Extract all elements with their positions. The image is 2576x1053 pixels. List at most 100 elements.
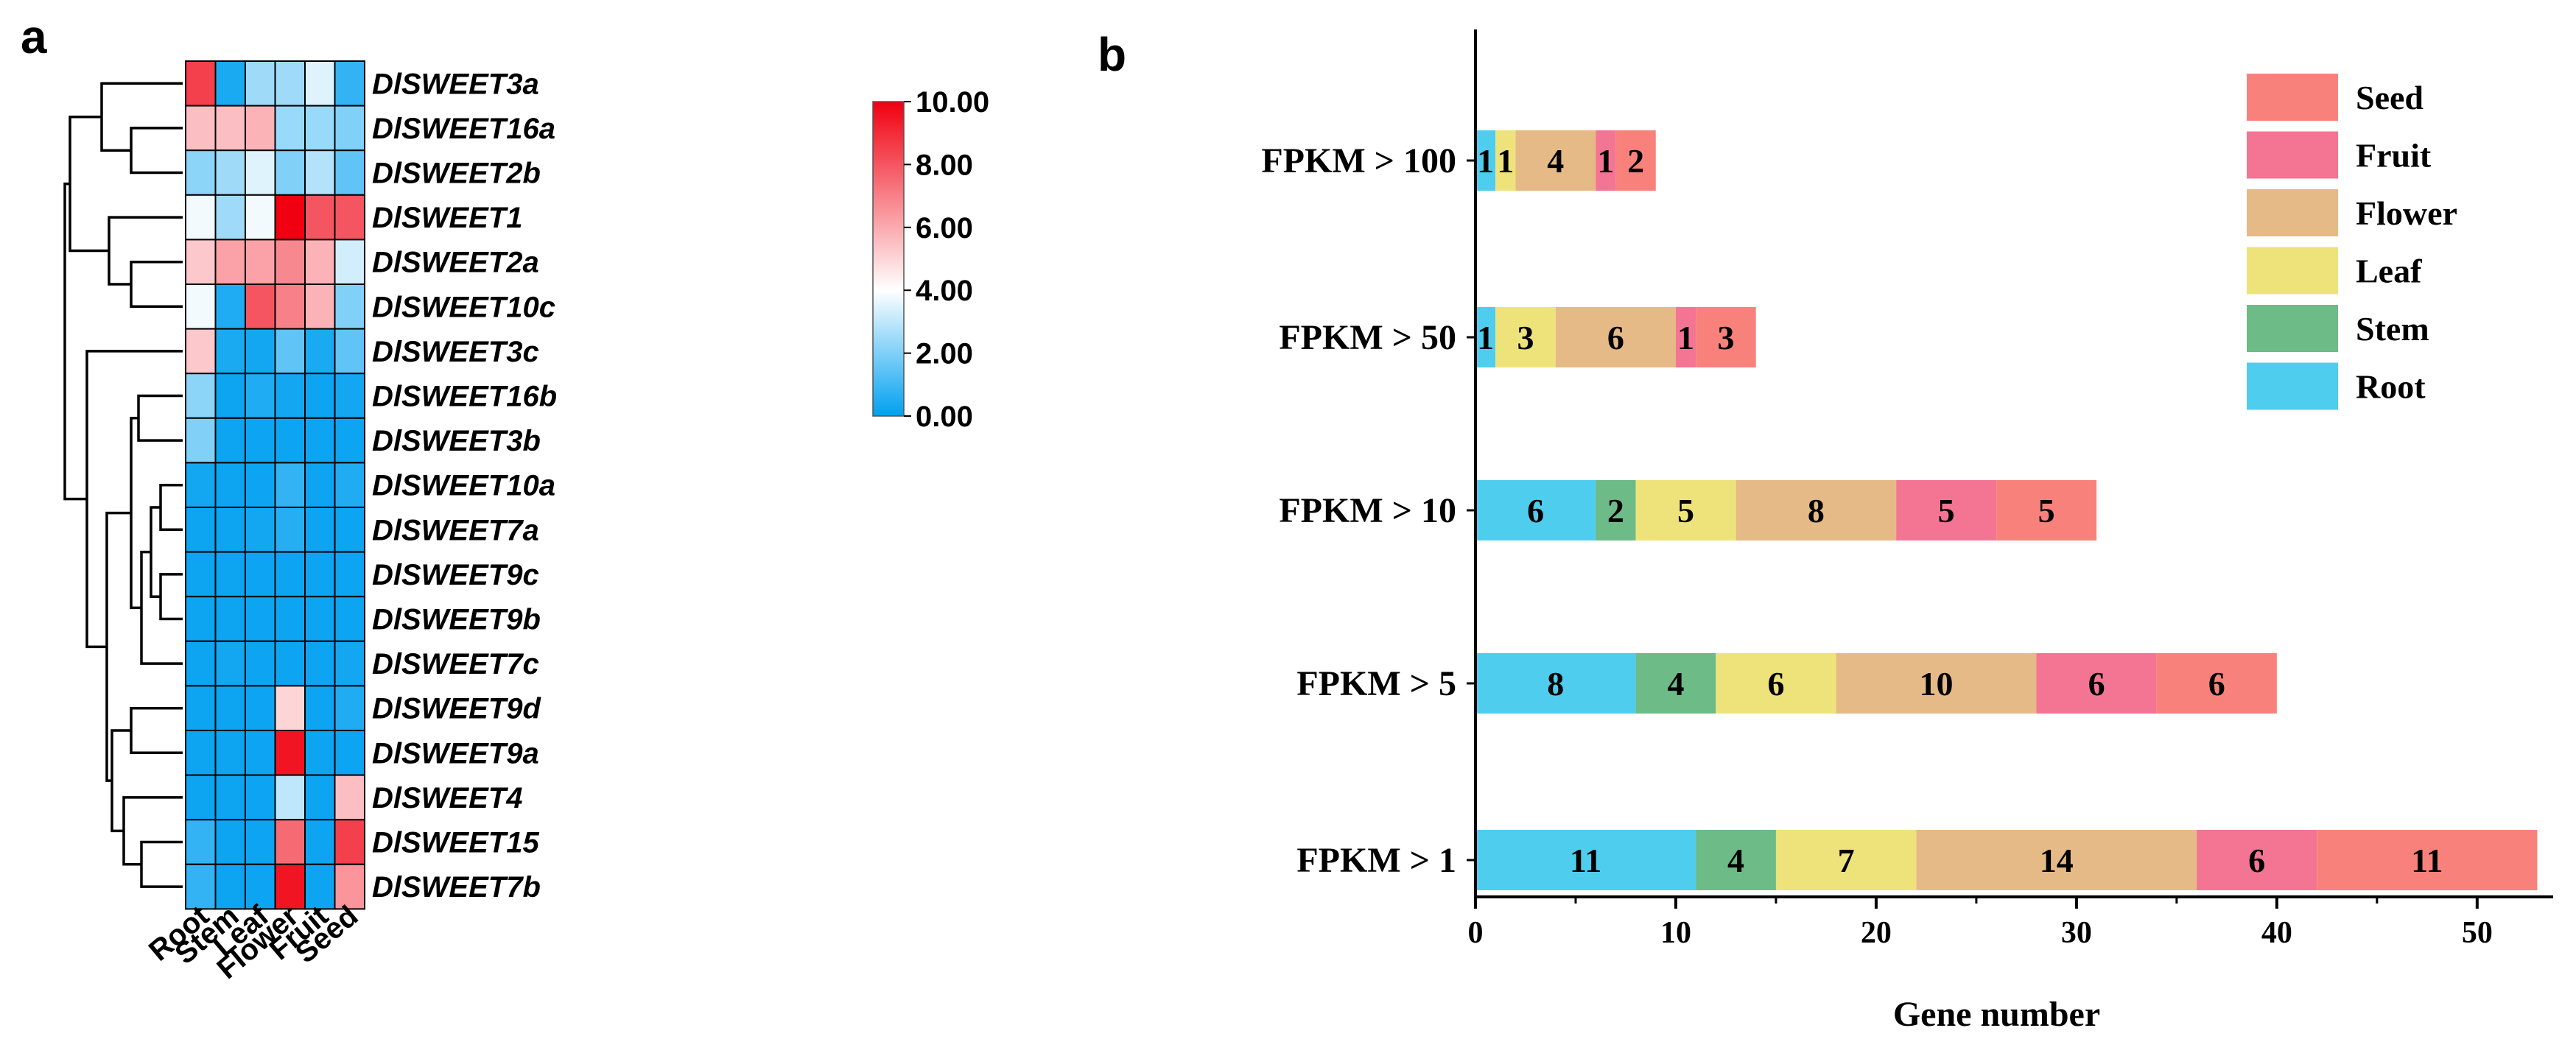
heatmap-cell — [304, 640, 336, 687]
category-label: FPKM > 5 — [1296, 664, 1456, 703]
heatmap-cell — [274, 105, 306, 152]
row-dendrogram — [63, 82, 183, 888]
dendrogram-branch — [130, 417, 141, 610]
bar-segment — [1896, 480, 1997, 540]
x-axis-title: Gene number — [1893, 995, 2100, 1034]
heatmap-cell — [304, 596, 336, 642]
heatmap-cell — [185, 596, 217, 642]
segment-label: 1 — [1597, 142, 1614, 180]
dendrogram-branch — [100, 82, 183, 152]
segment-label: 5 — [2038, 492, 2055, 529]
segment-label: 10 — [1920, 665, 1954, 702]
bar-segment — [1515, 130, 1596, 191]
x-tick-label: 40 — [2261, 916, 2292, 950]
category-label: FPKM > 100 — [1261, 141, 1456, 180]
heatmap-cell — [334, 551, 365, 598]
bar-segment — [1836, 653, 2037, 714]
gene-label: DlSWEET9c — [372, 559, 539, 591]
heatmap-cell — [274, 819, 306, 865]
heatmap-cell — [245, 417, 276, 464]
segment-label: 3 — [1717, 319, 1734, 356]
heatmap-cell — [334, 373, 365, 419]
category-label: FPKM > 10 — [1279, 491, 1456, 530]
heatmap-cell — [334, 462, 365, 509]
segment-label: 8 — [1808, 492, 1825, 529]
heatmap-cell — [334, 863, 365, 910]
heatmap-cell — [214, 685, 246, 732]
gene-label: DlSWEET9b — [372, 604, 541, 636]
bar-segment — [1475, 653, 1636, 714]
heatmap-cell — [274, 60, 306, 107]
heatmap-cell — [185, 507, 217, 553]
heatmap-cell — [304, 730, 336, 776]
legend-label: Seed — [2356, 79, 2424, 116]
heatmap-cell — [304, 194, 336, 241]
heatmap-cell — [214, 863, 246, 910]
dendrogram-branch — [130, 127, 183, 175]
segment-label: 11 — [2411, 842, 2443, 879]
heatmap-cell — [334, 328, 365, 375]
bar-segment — [1475, 307, 1496, 367]
segment-label: 8 — [1547, 665, 1564, 702]
heatmap-cell — [245, 373, 276, 419]
bar-segment — [1675, 307, 1696, 367]
heatmap-cell — [304, 328, 336, 375]
gene-label: DlSWEET3a — [372, 68, 539, 100]
heatmap-cell — [334, 507, 365, 553]
heatmap-cell — [214, 551, 246, 598]
heatmap-panel: DlSWEET3a DlSWEET16a DlSWEET2b DlSWEET1 DlSW… — [143, 60, 557, 985]
legend-swatch — [2247, 74, 2338, 121]
heatmap-cell — [214, 328, 246, 375]
heatmap-cell — [304, 551, 336, 598]
bar-segment — [1736, 480, 1897, 540]
bar-segment — [1475, 830, 1696, 890]
heatmap-cell — [214, 239, 246, 285]
dendrogram-branch — [130, 706, 183, 755]
heatmap-cell — [274, 685, 306, 732]
dendrogram-branch — [105, 511, 131, 782]
gene-label: DlSWEET3b — [372, 425, 541, 457]
heatmap-cell — [334, 640, 365, 687]
dendrogram-branch — [69, 116, 109, 253]
heatmap-cell — [304, 819, 336, 865]
gene-label: DlSWEET4 — [372, 782, 522, 814]
colorbar: 10.00 8.00 6.00 4.00 2.00 0.00 — [872, 86, 989, 433]
category-label: FPKM > 1 — [1296, 841, 1456, 880]
heatmap-cell — [274, 194, 306, 241]
heatmap-cell — [334, 105, 365, 152]
heatmap-cell — [274, 417, 306, 464]
heatmap-cell — [334, 284, 365, 330]
panel-b-label: b — [1098, 28, 1126, 81]
heatmap-cell — [304, 149, 336, 196]
dendrogram-branch — [63, 182, 87, 501]
heatmap-cell — [245, 596, 276, 642]
x-tick-label: 0 — [1468, 916, 1484, 950]
heatmap-cell — [274, 640, 306, 687]
heatmap-cell — [185, 730, 217, 776]
heatmap-cell — [274, 328, 306, 375]
bar-segment — [1775, 830, 1917, 890]
heatmap-cell — [214, 774, 246, 821]
heatmap-cell — [304, 105, 336, 152]
heatmap-cell — [185, 551, 217, 598]
dendrogram-branch — [137, 394, 183, 442]
heatmap-cell — [245, 685, 276, 732]
gene-label: DlSWEET9a — [372, 737, 539, 770]
bar-segment — [1716, 653, 1836, 714]
gene-label: DlSWEET7b — [372, 871, 541, 904]
gene-label: DlSWEET10a — [372, 470, 555, 502]
heatmap-cell — [185, 60, 217, 107]
heatmap-cell — [245, 239, 276, 285]
segment-label: 6 — [1607, 319, 1624, 356]
heatmap-cell — [214, 417, 246, 464]
segment-label: 6 — [1527, 492, 1544, 529]
heatmap-cell — [245, 105, 276, 152]
heatmap-cell — [214, 596, 246, 642]
segment-label: 14 — [2040, 842, 2074, 879]
heatmap-cell — [185, 194, 217, 241]
heatmap-cell — [304, 507, 336, 553]
segment-label: 2 — [1607, 492, 1624, 529]
heatmap-cell — [304, 239, 336, 285]
heatmap-cell — [274, 373, 306, 419]
